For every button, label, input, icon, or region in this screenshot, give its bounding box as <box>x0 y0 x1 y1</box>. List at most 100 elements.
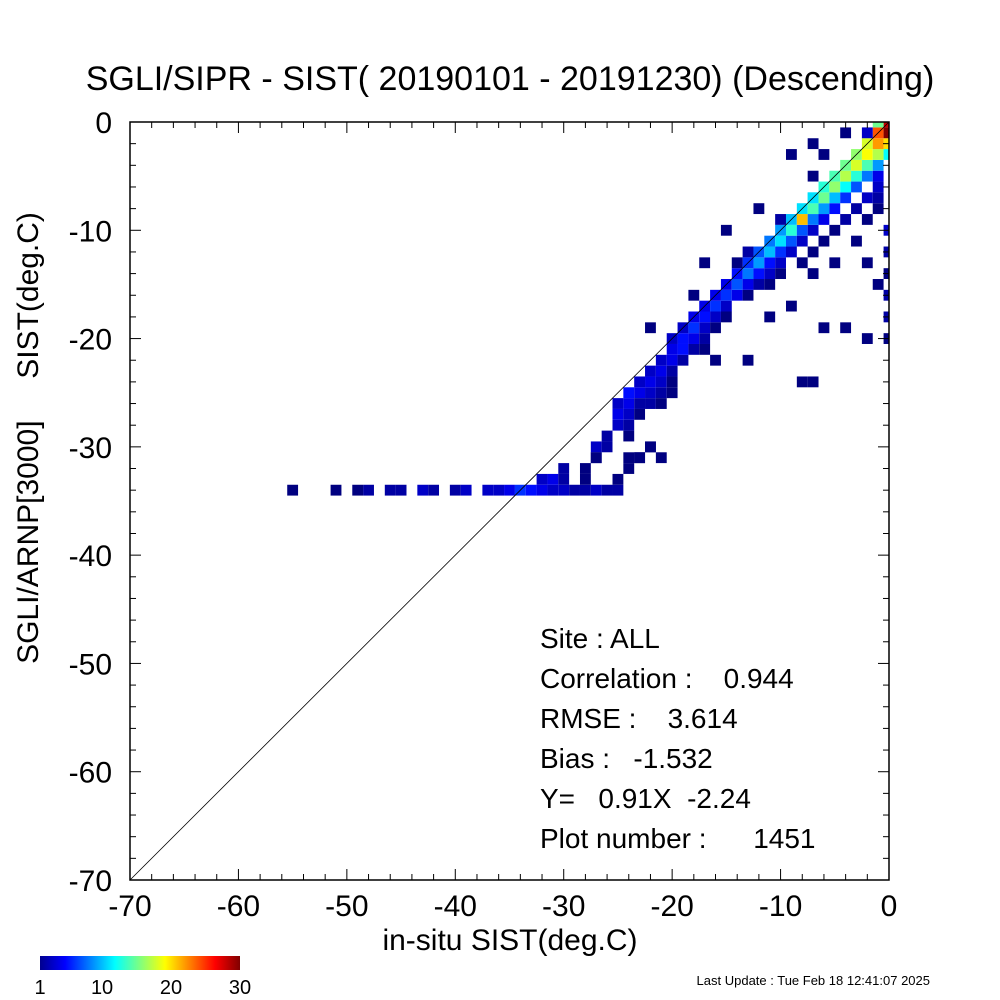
density-cell <box>775 257 786 269</box>
density-cell <box>645 322 656 334</box>
density-cell <box>851 203 862 215</box>
density-cell <box>612 398 624 409</box>
one-to-one-line <box>129 121 890 881</box>
density-cell <box>807 214 819 225</box>
density-cell <box>666 343 678 355</box>
density-cell <box>764 268 776 280</box>
density-cell <box>666 354 678 366</box>
density-cell <box>720 289 732 301</box>
density-cell <box>775 214 786 225</box>
density-cell <box>742 354 754 366</box>
x-tick-label: -70 <box>108 890 151 923</box>
density-cell <box>547 484 559 496</box>
density-cell <box>720 224 732 236</box>
density-cell <box>818 214 830 225</box>
density-cells <box>287 122 889 496</box>
density-cell <box>785 149 797 160</box>
density-cell <box>634 408 646 420</box>
density-cell <box>861 127 873 139</box>
density-cell <box>872 159 884 171</box>
density-cell <box>872 170 884 182</box>
density-cell <box>449 484 461 496</box>
density-cell <box>807 376 819 388</box>
y-tick-label: -10 <box>69 215 112 248</box>
x-tick-label: -30 <box>542 890 585 923</box>
density-cell <box>645 387 656 399</box>
density-cell <box>764 246 776 258</box>
density-cell <box>579 473 591 485</box>
density-cell <box>601 441 613 453</box>
y-axis-label: SGLI/ARNP[3000] SIST(deg.C) <box>12 212 45 664</box>
stat-bias: Bias : -1.532 <box>540 743 713 774</box>
density-cell <box>796 224 808 236</box>
density-cell <box>558 484 570 496</box>
y-tick-label: -70 <box>69 865 112 898</box>
density-cell <box>612 484 624 496</box>
density-cell <box>623 463 635 474</box>
density-cell <box>623 419 635 431</box>
density-cell <box>829 203 841 215</box>
density-cell <box>363 484 374 496</box>
density-cell <box>330 484 342 496</box>
colorbar-labels: 1 10 20 30 <box>34 977 251 999</box>
density-cell <box>872 138 884 150</box>
density-cell <box>579 463 591 474</box>
x-tick-labels: -70 -60 -50 -40 -30 -20 -10 0 <box>108 890 897 923</box>
density-cell <box>742 246 754 258</box>
y-tick-label: -20 <box>69 324 112 357</box>
density-cell <box>623 408 635 420</box>
density-cell <box>601 430 613 442</box>
density-cell <box>655 365 667 377</box>
y-tick-label: 0 <box>95 107 112 140</box>
density-cell <box>753 268 765 280</box>
density-cell <box>677 333 689 344</box>
density-cell <box>558 473 570 485</box>
stat-plot-number: Plot number : 1451 <box>540 823 816 854</box>
density-cell <box>796 214 808 225</box>
density-cell <box>590 452 602 464</box>
density-cell <box>872 192 884 204</box>
density-cell <box>764 311 776 323</box>
density-cell <box>872 122 884 128</box>
density-cell <box>634 387 646 399</box>
y-tick-label: -30 <box>69 432 112 465</box>
density-cell <box>753 257 765 269</box>
density-cell <box>840 170 852 182</box>
density-cell <box>742 289 754 301</box>
density-cell <box>861 192 873 204</box>
density-cell <box>634 376 646 388</box>
density-cell <box>785 224 797 236</box>
density-cell <box>666 365 678 377</box>
density-cell <box>731 257 743 269</box>
x-tick-label: -50 <box>325 890 368 923</box>
density-cell <box>796 376 808 388</box>
density-cell <box>645 365 656 377</box>
density-cell <box>872 203 884 215</box>
density-cell <box>417 484 429 496</box>
x-tick-label: -60 <box>217 890 260 923</box>
density-cell <box>796 235 808 247</box>
colorbar-tick-label: 30 <box>229 977 251 999</box>
density-cell <box>851 170 862 182</box>
density-cell <box>395 484 407 496</box>
density-cell <box>460 484 472 496</box>
density-cell <box>840 127 852 139</box>
density-cell <box>699 343 711 355</box>
density-cell <box>558 463 570 474</box>
density-cell <box>352 484 364 496</box>
density-cell <box>601 484 613 496</box>
density-cell <box>720 311 732 323</box>
density-cell <box>677 354 689 366</box>
density-cell <box>829 257 841 269</box>
density-cell <box>883 127 889 139</box>
density-cell <box>840 214 852 225</box>
density-cell <box>796 257 808 269</box>
density-cell <box>536 484 548 496</box>
density-cell <box>710 354 721 366</box>
density-cell <box>764 257 776 269</box>
density-cell <box>612 473 624 485</box>
stat-regression: Y= 0.91X -2.24 <box>540 783 751 814</box>
density-cell <box>634 452 646 464</box>
density-cell <box>818 235 830 247</box>
density-cell <box>547 473 559 485</box>
